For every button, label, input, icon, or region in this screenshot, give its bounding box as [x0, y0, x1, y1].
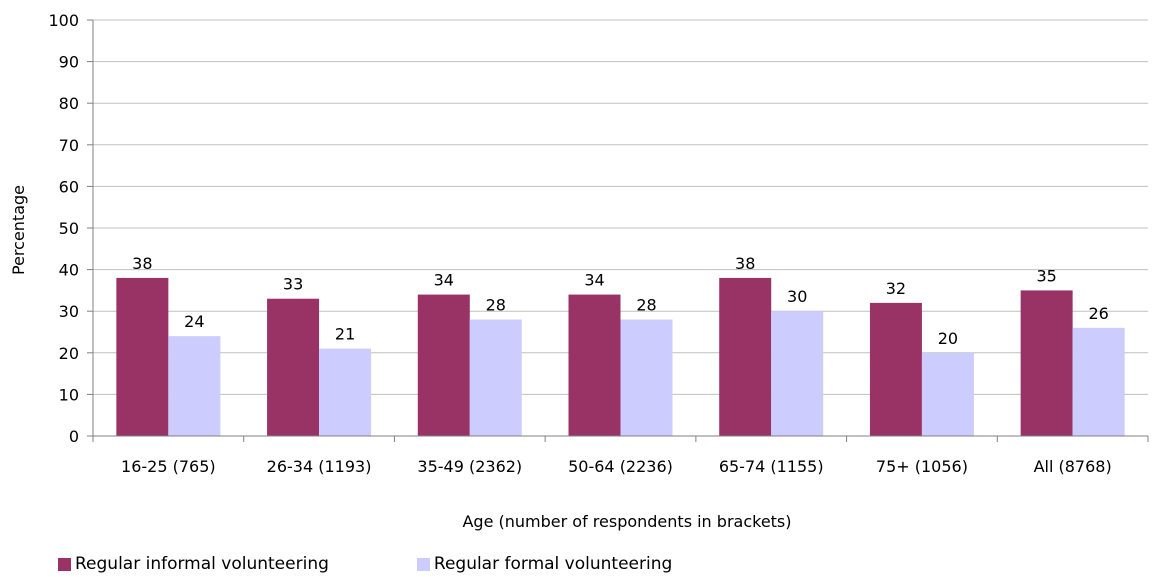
bars	[116, 277, 1125, 436]
y-tick-label: 10	[59, 385, 79, 404]
data-label: 38	[735, 254, 755, 273]
data-label: 34	[434, 271, 454, 290]
x-tick-label: All (8768)	[1034, 457, 1112, 476]
bar-informal	[568, 294, 621, 436]
bar-informal	[1020, 290, 1073, 436]
y-tick-label: 90	[59, 53, 79, 72]
bar-informal	[869, 302, 922, 436]
x-tick-label: 16-25 (765)	[121, 457, 216, 476]
data-label: 26	[1088, 304, 1108, 323]
legend-label-informal: Regular informal volunteering	[75, 554, 329, 574]
x-tick-label: 35-49 (2362)	[417, 457, 522, 476]
legend: Regular informal volunteering Regular fo…	[58, 554, 672, 574]
data-label: 33	[283, 275, 303, 294]
y-tick-label: 0	[69, 427, 79, 446]
bar-formal	[469, 319, 522, 436]
data-label: 30	[787, 287, 807, 306]
data-label: 34	[584, 271, 604, 290]
y-tick-label: 50	[59, 219, 79, 238]
y-axis-title: Percentage	[9, 185, 28, 275]
bar-formal	[168, 336, 221, 436]
bar-formal	[319, 348, 372, 436]
x-tick-label: 75+ (1056)	[876, 457, 968, 476]
legend-label-formal: Regular formal volunteering	[433, 554, 673, 574]
x-tick-label: 50-64 (2236)	[568, 457, 673, 476]
data-label: 20	[938, 329, 958, 348]
data-label: 21	[335, 325, 355, 344]
data-label: 24	[184, 312, 204, 331]
bar-formal	[921, 352, 974, 436]
y-tick-label: 30	[59, 302, 79, 321]
data-label: 28	[636, 296, 656, 315]
bar-formal	[1072, 327, 1125, 436]
bar-informal	[719, 277, 772, 436]
data-labels: 38 24 33 21 34 28 34 28 38 30 32 20 35 26	[132, 254, 1109, 348]
x-tick-label: 26-34 (1193)	[267, 457, 372, 476]
y-tick-label: 60	[59, 177, 79, 196]
x-axis-title: Age (number of respondents in brackets)	[462, 512, 791, 531]
y-tick-label: 100	[48, 11, 79, 30]
data-label: 35	[1036, 266, 1056, 285]
bar-formal	[771, 311, 824, 436]
bar-informal	[417, 294, 470, 436]
legend-item-formal: Regular formal volunteering	[416, 554, 673, 574]
data-label: 28	[486, 296, 506, 315]
axes: 0 10 20 30 40 50 60 70 80 90 100 16-25 (765) 26-34 (…	[48, 11, 1149, 476]
y-tick-label: 20	[59, 344, 79, 363]
legend-item-informal: Regular informal volunteering	[58, 554, 329, 574]
y-tick-label: 40	[59, 261, 79, 280]
legend-swatch-informal	[58, 557, 71, 571]
y-tick-label: 70	[59, 136, 79, 155]
y-tick-label: 80	[59, 94, 79, 113]
data-label: 38	[132, 254, 152, 273]
legend-swatch-formal	[416, 557, 430, 571]
data-label: 32	[886, 279, 906, 298]
x-tick-label: 65-74 (1155)	[719, 457, 824, 476]
bar-formal	[620, 319, 673, 436]
bar-informal	[116, 277, 169, 436]
bar-informal	[267, 298, 320, 436]
